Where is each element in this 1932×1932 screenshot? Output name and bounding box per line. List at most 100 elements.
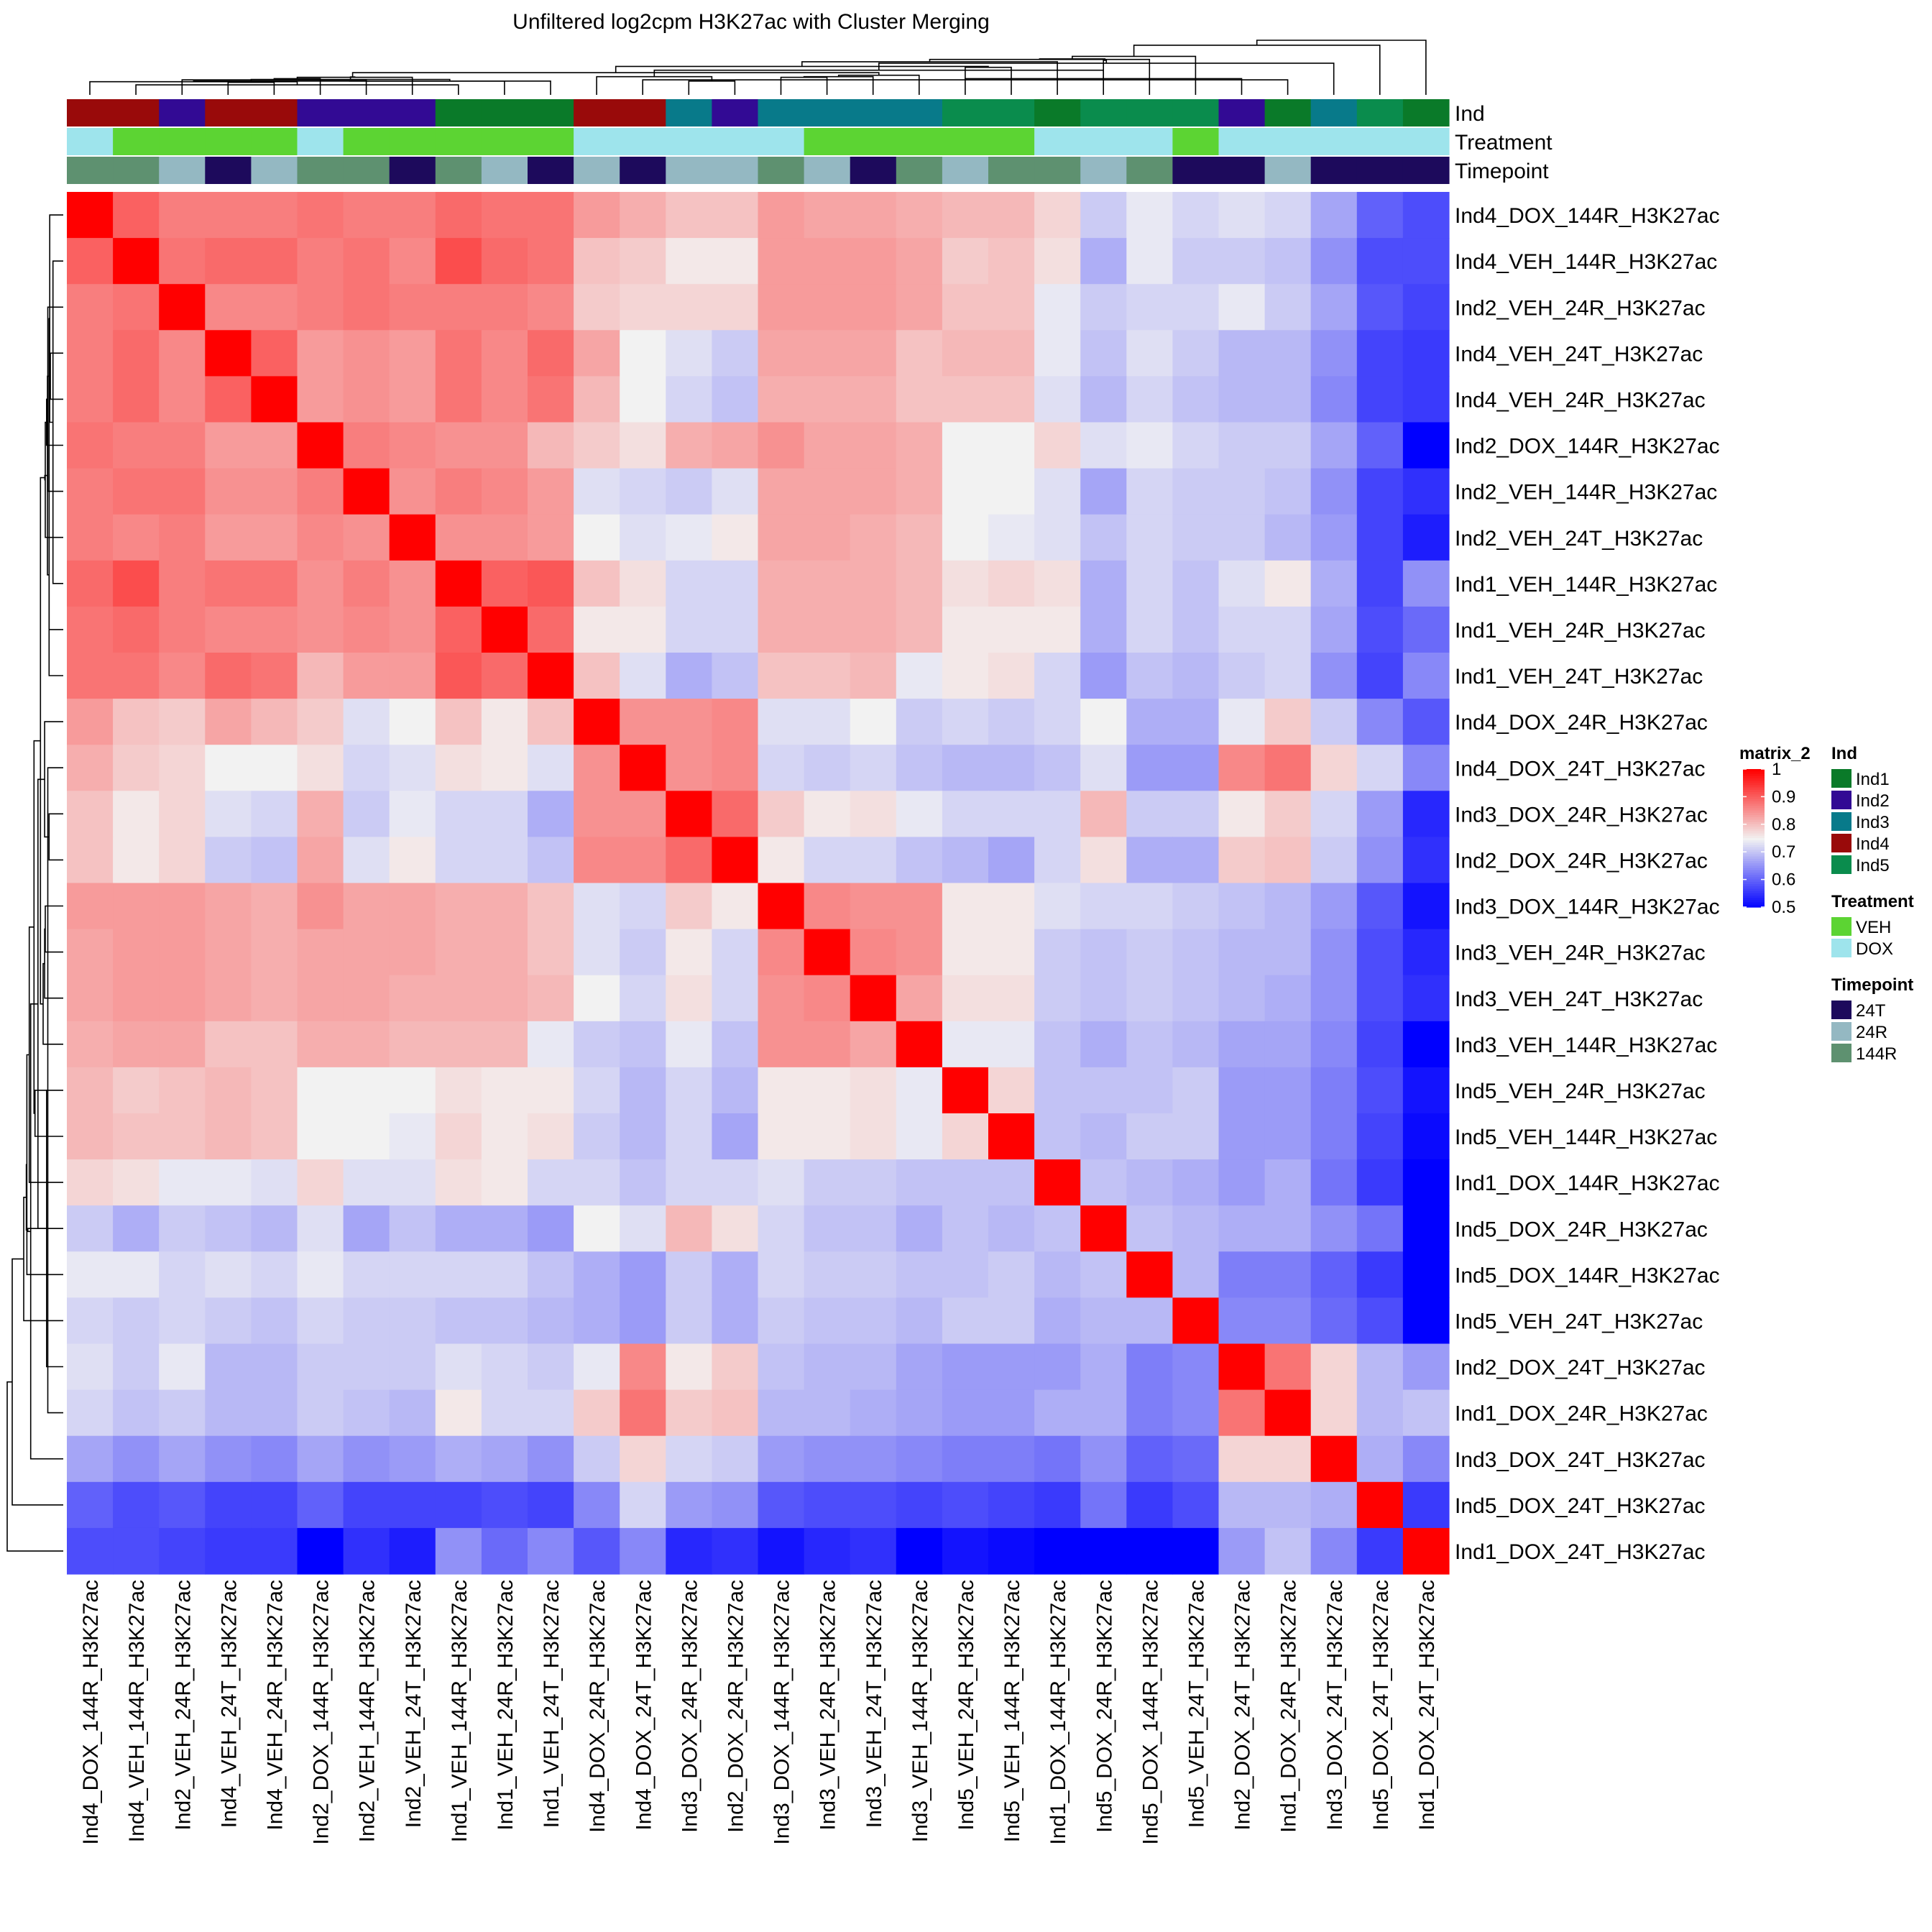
- annotation-cell-timepoint-3: [205, 157, 252, 184]
- heatmap-cell-9-16: [804, 606, 851, 653]
- heatmap-cell-28-15: [758, 1481, 805, 1529]
- heatmap-cell-24-19: [942, 1297, 989, 1345]
- legend-label-24r: 24R: [1856, 1023, 1887, 1042]
- heatmap-cell-5-27: [1310, 422, 1358, 469]
- heatmap-cell-2-3: [205, 284, 252, 331]
- heatmap-cell-1-8: [435, 238, 482, 285]
- color-legend-label-1: 0.9: [1772, 787, 1795, 806]
- heatmap-cell-8-17: [850, 560, 897, 607]
- heatmap-cell-27-23: [1126, 1435, 1173, 1483]
- color-legend-band-22: [1743, 819, 1765, 823]
- heatmap-cell-27-29: [1402, 1435, 1450, 1483]
- heatmap-cell-0-6: [343, 192, 390, 239]
- heatmap-cell-11-22: [1080, 699, 1127, 745]
- heatmap-cell-18-13: [666, 1021, 712, 1068]
- column-dendrogram-link-0: [135, 84, 459, 95]
- color-legend-band-1: [1743, 771, 1765, 775]
- heatmap-cell-21-19: [942, 1159, 989, 1206]
- heatmap-cell-12-8: [435, 745, 482, 791]
- heatmap-cell-17-4: [251, 975, 298, 1022]
- heatmap-cell-14-22: [1080, 837, 1127, 884]
- heatmap-cell-15-24: [1172, 883, 1220, 930]
- row-dendrogram-link-4: [48, 474, 63, 676]
- heatmap-cell-13-25: [1218, 791, 1266, 837]
- heatmap-cell-26-9: [481, 1389, 528, 1437]
- row-label-28: Ind5_DOX_24T_H3K27ac: [1455, 1494, 1706, 1518]
- heatmap-cell-17-28: [1356, 975, 1404, 1022]
- heatmap-cell-24-8: [435, 1297, 482, 1345]
- heatmap-cell-2-28: [1356, 284, 1404, 331]
- heatmap-cell-11-25: [1218, 699, 1266, 745]
- heatmap-cell-21-1: [113, 1159, 160, 1206]
- heatmap-cell-23-5: [297, 1251, 344, 1298]
- heatmap-cell-5-17: [850, 422, 897, 469]
- heatmap-cell-4-5: [297, 376, 344, 423]
- heatmap-cell-13-19: [942, 791, 989, 837]
- heatmap-cell-7-8: [435, 514, 482, 561]
- heatmap-cell-14-19: [942, 837, 989, 884]
- heatmap-cell-23-12: [620, 1251, 666, 1298]
- row-label-17: Ind3_VEH_24T_H3K27ac: [1455, 988, 1703, 1011]
- heatmap-cell-6-16: [804, 468, 851, 515]
- heatmap-cell-7-6: [343, 514, 390, 561]
- heatmap-cell-11-27: [1310, 699, 1358, 745]
- heatmap-cell-10-16: [804, 653, 851, 699]
- heatmap-cell-16-0: [67, 929, 114, 976]
- heatmap-cell-20-14: [712, 1113, 759, 1160]
- heatmap-cell-28-27: [1310, 1481, 1358, 1529]
- heatmap-cell-9-7: [389, 606, 436, 653]
- heatmap-cell-21-8: [435, 1159, 482, 1206]
- heatmap-cell-29-1: [113, 1527, 160, 1575]
- heatmap-cell-15-18: [896, 883, 943, 930]
- heatmap-cell-13-8: [435, 791, 482, 837]
- heatmap-cell-5-10: [528, 422, 574, 469]
- row-label-21: Ind1_DOX_144R_H3K27ac: [1455, 1172, 1720, 1195]
- heatmap-cell-7-18: [896, 514, 943, 561]
- heatmap-cell-14-7: [389, 837, 436, 884]
- heatmap-cell-8-3: [205, 560, 252, 607]
- heatmap-cell-22-11: [574, 1205, 620, 1252]
- heatmap-cell-15-22: [1080, 883, 1127, 930]
- heatmap-cell-6-24: [1172, 468, 1220, 515]
- heatmap-cell-1-28: [1356, 238, 1404, 285]
- heatmap-cell-9-17: [850, 606, 897, 653]
- legend-label-ind4: Ind4: [1856, 834, 1890, 854]
- color-legend-band-28: [1743, 833, 1765, 837]
- heatmap-cell-25-18: [896, 1343, 943, 1391]
- heatmap-cell-28-19: [942, 1481, 989, 1529]
- heatmap-cell-6-15: [758, 468, 805, 515]
- color-legend-band-14: [1743, 801, 1765, 804]
- heatmap-cell-6-2: [159, 468, 206, 515]
- heatmap-cell-10-12: [620, 653, 666, 699]
- heatmap-cell-6-13: [666, 468, 712, 515]
- heatmap-cell-20-17: [850, 1113, 897, 1160]
- heatmap-cell-26-21: [1034, 1389, 1081, 1437]
- heatmap-cell-24-29: [1402, 1297, 1450, 1345]
- heatmap-cell-3-6: [343, 330, 390, 377]
- heatmap-cell-10-21: [1034, 653, 1081, 699]
- annotation-cell-treatment-12: [620, 128, 666, 155]
- column-annotations: [67, 99, 1450, 184]
- color-legend-band-59: [1743, 904, 1765, 908]
- legend-swatch-ind4: [1831, 834, 1852, 852]
- heatmap-cell-15-17: [850, 883, 897, 930]
- legend-label-ind5: Ind5: [1856, 856, 1890, 875]
- heatmap-cell-4-16: [804, 376, 851, 423]
- color-legend-band-20: [1743, 815, 1765, 818]
- heatmap-cell-23-8: [435, 1251, 482, 1298]
- heatmap-cell-6-26: [1264, 468, 1312, 515]
- annotation-cell-ind-12: [620, 99, 666, 126]
- heatmap-cell-26-25: [1218, 1389, 1266, 1437]
- heatmap-cell-24-20: [988, 1297, 1035, 1345]
- heatmap-cell-23-10: [528, 1251, 574, 1298]
- heatmap-cell-18-22: [1080, 1021, 1127, 1068]
- heatmap-cell-0-0: [67, 192, 114, 239]
- heatmap-cell-29-16: [804, 1527, 851, 1575]
- heatmap-cell-9-22: [1080, 606, 1127, 653]
- heatmap-cell-10-15: [758, 653, 805, 699]
- heatmap-cell-12-15: [758, 745, 805, 791]
- heatmap-cell-2-18: [896, 284, 943, 331]
- heatmap-cell-9-1: [113, 606, 160, 653]
- heatmap-cell-9-28: [1356, 606, 1404, 653]
- heatmap-cell-22-22: [1080, 1205, 1127, 1252]
